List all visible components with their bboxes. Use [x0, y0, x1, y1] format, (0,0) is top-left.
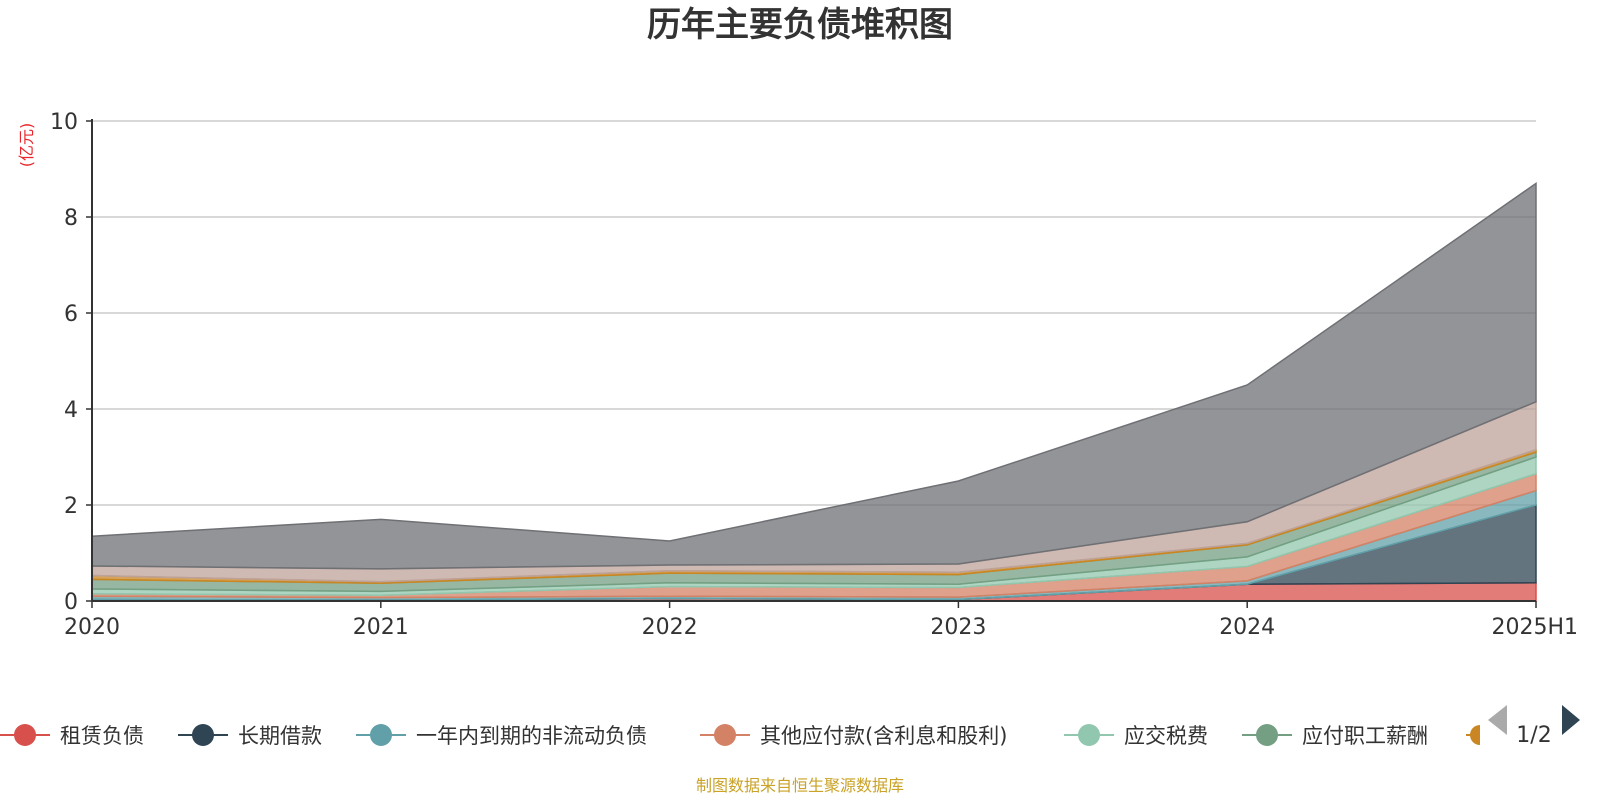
- legend-page-indicator: 1/2: [1516, 723, 1551, 748]
- y-tick-label: 6: [64, 302, 78, 327]
- area-series-8: [91, 181, 1537, 570]
- x-tick-label: 2020: [64, 615, 120, 640]
- legend-label: 一年内到期的非流动负债: [416, 724, 647, 748]
- y-tick-label: 10: [50, 110, 78, 135]
- y-tick-label: 2: [64, 494, 78, 519]
- legend-circle-icon: [14, 724, 36, 746]
- legend-label: 应付职工薪酬: [1302, 724, 1428, 748]
- legend-item[interactable]: 一年内到期的非流动负债: [356, 724, 647, 748]
- y-tick-label: 4: [64, 398, 78, 423]
- legend: 租赁负债 长期借款 一年内到期的非流动负债 其他应付款(含利息和股利) 应交税费 应付职工…: [0, 724, 1480, 748]
- legend-item[interactable]: 租赁负债: [0, 724, 144, 748]
- legend-item[interactable]: 长期借款: [178, 724, 322, 748]
- x-tick-label: 2025H1: [1491, 615, 1578, 640]
- legend-label: 长期借款: [238, 724, 322, 748]
- y-tick-label: 0: [64, 590, 78, 615]
- legend-circle-icon: [1078, 724, 1100, 746]
- legend-label: 租赁负债: [60, 724, 144, 748]
- legend-circle-icon-partial: [1470, 725, 1480, 745]
- legend-label: 其他应付款(含利息和股利): [760, 724, 1007, 748]
- y-tick-label: 8: [64, 206, 78, 231]
- legend-prev-page-icon[interactable]: [1488, 705, 1507, 735]
- legend-circle-icon: [714, 724, 736, 746]
- chart-title: 历年主要负债堆积图: [647, 5, 953, 45]
- x-tick-label: 2021: [353, 615, 409, 640]
- x-tick-label: 2023: [930, 615, 986, 640]
- data-source-note: 制图数据来自恒生聚源数据库: [696, 776, 904, 795]
- legend-pager: 1/2: [1488, 705, 1580, 748]
- legend-item[interactable]: 应交税费: [1064, 724, 1208, 748]
- legend-label: 应交税费: [1124, 724, 1208, 748]
- legend-item[interactable]: 应付职工薪酬: [1242, 724, 1428, 748]
- legend-circle-icon: [192, 724, 214, 746]
- area-series-group: [91, 181, 1537, 602]
- x-tick-label: 2022: [642, 615, 698, 640]
- x-tick-label: 2024: [1219, 615, 1275, 640]
- legend-circle-icon: [1256, 724, 1278, 746]
- legend-circle-icon: [370, 724, 392, 746]
- legend-item[interactable]: 其他应付款(含利息和股利): [700, 724, 1007, 748]
- axes: 0 2 4 6 8 10 2020 2021 2022 2023 2024 2025H1: [50, 110, 1578, 640]
- legend-next-page-icon[interactable]: [1562, 705, 1580, 735]
- y-axis-unit-label: (亿元): [17, 123, 36, 168]
